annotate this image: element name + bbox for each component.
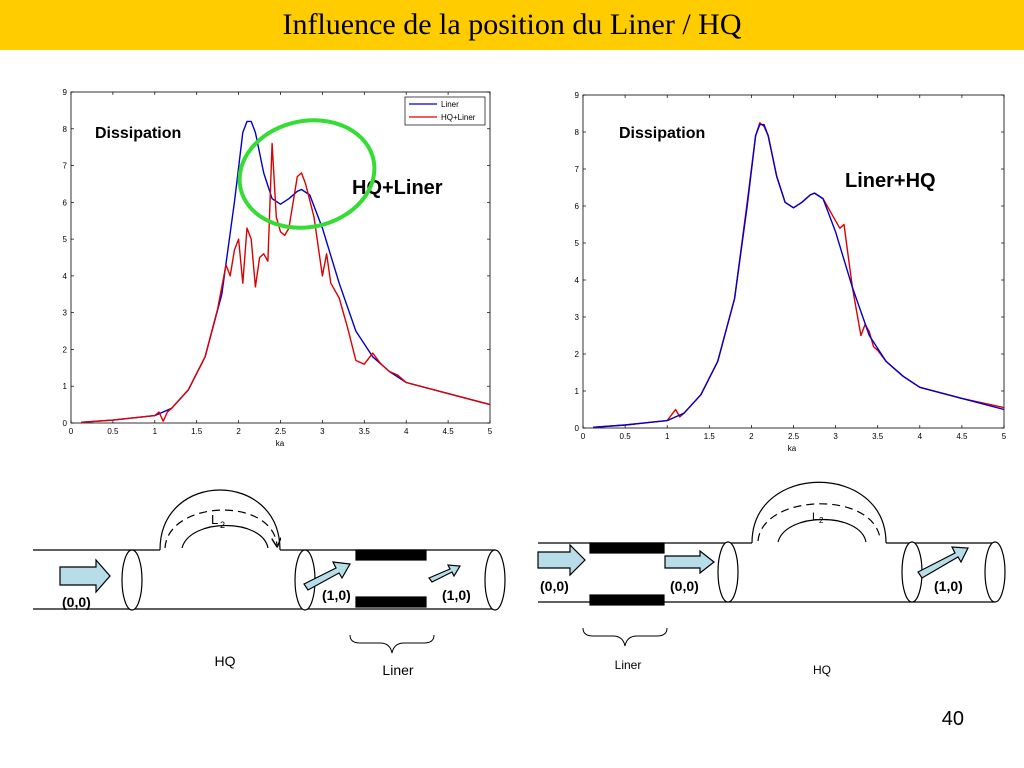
x-tick-label: 1 xyxy=(153,427,158,436)
x-tick-label: 0 xyxy=(69,427,74,436)
y-tick-label: 0 xyxy=(63,419,68,428)
y-tick-label: 7 xyxy=(575,165,580,174)
chart-1-annotation-configuration: HQ+Liner xyxy=(352,177,443,199)
y-tick-label: 9 xyxy=(63,88,68,97)
y-tick-label: 5 xyxy=(575,239,580,248)
x-tick-label: 4 xyxy=(404,427,409,436)
x-tick-label: 5 xyxy=(488,427,493,436)
highlight-ellipse xyxy=(237,118,377,230)
diagram-1-state-label: (0,0) xyxy=(62,594,91,610)
flow-arrow-icon xyxy=(664,549,715,575)
x-tick-label: 1 xyxy=(665,432,670,441)
flow-arrow-icon xyxy=(59,558,111,594)
y-tick-label: 1 xyxy=(575,387,580,396)
y-tick-label: 4 xyxy=(63,272,68,281)
chart-2-annotation-dissipation: Dissipation xyxy=(619,125,705,142)
diagram-hq-liner xyxy=(33,489,506,654)
chart-2-annotation-configuration: Liner+HQ xyxy=(845,170,936,192)
page-number: 40 xyxy=(941,708,964,730)
y-tick-label: 0 xyxy=(575,424,580,433)
y-tick-label: 2 xyxy=(575,350,580,359)
x-tick-label: 2.5 xyxy=(788,432,800,441)
y-tick-label: 2 xyxy=(63,345,68,354)
series-line xyxy=(81,142,491,423)
diagram-1-state-label: (1,0) xyxy=(322,587,351,603)
chart-1-frame xyxy=(70,91,491,424)
diagram-1-state-label: (1,0) xyxy=(442,587,471,603)
title-bar: Influence de la position du Liner / HQ xyxy=(0,0,1024,50)
diagram-2-state-label: (0,0) xyxy=(670,578,699,594)
y-tick-label: 9 xyxy=(575,91,580,100)
x-tick-label: 1.5 xyxy=(191,427,203,436)
chart-hq-liner: 0 0.5 1 1.5 2 2.5 3 3.5 4 4.5 5 0 1 2 3 4 5 6 7 8 9 Dissipat… xyxy=(63,88,493,448)
x-tick-label: 4 xyxy=(918,432,923,441)
chart-2-frame xyxy=(582,94,1005,429)
chart-1-xlabel: ka xyxy=(276,439,285,448)
x-tick-label: 2.5 xyxy=(275,427,287,436)
x-tick-label: 1.5 xyxy=(704,432,716,441)
x-tick-label: 4.5 xyxy=(956,432,968,441)
y-tick-label: 1 xyxy=(63,382,68,391)
x-tick-label: 2 xyxy=(749,432,754,441)
flow-arrow-icon xyxy=(917,546,969,579)
flow-arrow-icon xyxy=(428,564,462,583)
y-tick-label: 3 xyxy=(63,309,68,318)
x-tick-label: 0 xyxy=(581,432,586,441)
diagram-1-l2-label: L xyxy=(211,512,218,527)
diagram-2-hq-label: HQ xyxy=(813,663,831,677)
y-tick-label: 4 xyxy=(575,276,580,285)
diagram-2-l2-subscript: 2 xyxy=(819,516,824,525)
slide-title: Influence de la position du Liner / HQ xyxy=(282,8,742,41)
x-tick-label: 2 xyxy=(236,427,241,436)
chart-2-xlabel: ka xyxy=(788,444,797,453)
x-tick-label: 0.5 xyxy=(620,432,632,441)
diagram-liner-hq xyxy=(537,481,1006,647)
diagram-1-l2-subscript: 2 xyxy=(220,520,225,530)
series-line xyxy=(593,123,1005,428)
y-tick-label: 6 xyxy=(575,202,580,211)
y-tick-label: 8 xyxy=(575,128,580,137)
x-tick-label: 0.5 xyxy=(107,427,119,436)
diagram-2-state-label: (1,0) xyxy=(934,578,963,594)
x-tick-label: 3 xyxy=(833,432,838,441)
x-tick-label: 4.5 xyxy=(443,427,455,436)
diagram-2-state-label: (0,0) xyxy=(540,578,569,594)
diagram-2-brace-label: Liner xyxy=(615,658,642,672)
y-tick-label: 3 xyxy=(575,313,580,322)
chart-liner-hq: 0 0.5 1 1.5 2 2.5 3 3.5 4 4.5 5 0 1 2 3 4 5 6 7 8 9 Dissipat… xyxy=(575,91,1007,453)
x-tick-label: 3.5 xyxy=(359,427,371,436)
legend-entry-hq-liner: HQ+Liner xyxy=(441,113,476,122)
x-tick-label: 3.5 xyxy=(872,432,884,441)
y-tick-label: 5 xyxy=(63,235,68,244)
y-tick-label: 7 xyxy=(63,162,68,171)
flow-arrow-icon xyxy=(303,561,351,591)
chart-1-legend: Liner HQ+Liner xyxy=(404,96,486,126)
diagram-2-l2-label: L xyxy=(812,511,818,523)
y-tick-label: 8 xyxy=(63,125,68,134)
x-tick-label: 3 xyxy=(320,427,325,436)
diagram-1-hq-label: HQ xyxy=(215,653,236,669)
chart-1-annotation-dissipation: Dissipation xyxy=(95,125,181,142)
legend-entry-liner: Liner xyxy=(441,100,459,109)
flow-arrow-icon xyxy=(537,543,586,577)
diagram-1-brace-label: Liner xyxy=(382,662,413,678)
y-tick-label: 6 xyxy=(63,198,68,207)
x-tick-label: 5 xyxy=(1002,432,1007,441)
